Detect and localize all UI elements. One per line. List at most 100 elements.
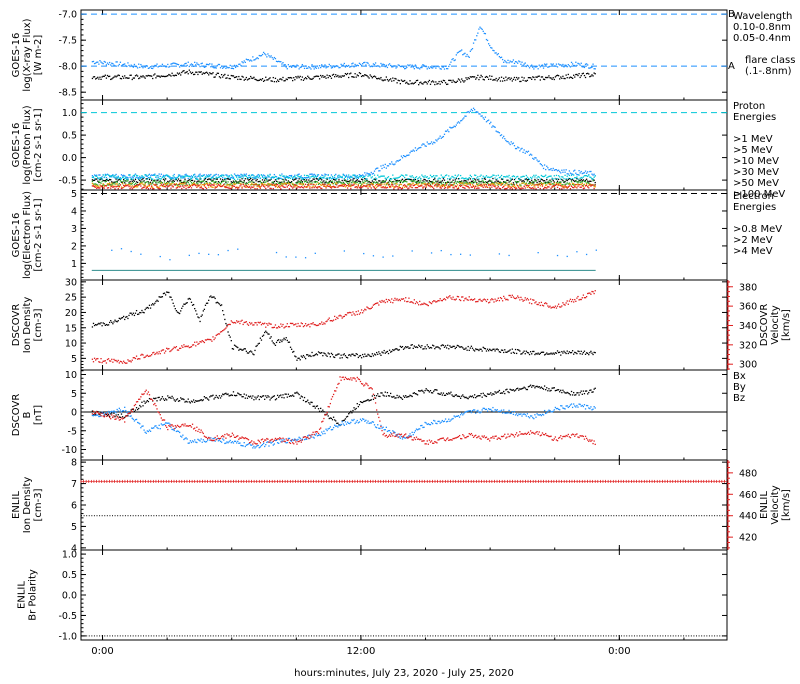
- data-point: [468, 346, 469, 347]
- data-point: [316, 68, 317, 69]
- data-point: [259, 175, 260, 176]
- data-point: [238, 76, 239, 77]
- data-point: [469, 78, 470, 79]
- data-point: [190, 71, 191, 72]
- data-point: [215, 298, 216, 299]
- data-point: [183, 344, 184, 345]
- data-point: [592, 75, 593, 76]
- panel-frame: [81, 10, 727, 100]
- data-point: [155, 301, 156, 302]
- data-point: [510, 295, 511, 296]
- data-point: [295, 76, 296, 77]
- data-point: [372, 307, 373, 308]
- data-point: [577, 75, 578, 76]
- data-point: [412, 344, 413, 345]
- data-point: [156, 179, 157, 180]
- data-point: [591, 353, 592, 354]
- data-point: [147, 187, 148, 188]
- data-point: [454, 346, 455, 347]
- data-point: [479, 181, 480, 182]
- data-point: [518, 181, 519, 182]
- data-point: [141, 76, 142, 77]
- data-point: [202, 314, 203, 315]
- data-point: [461, 78, 462, 79]
- data-point: [141, 175, 142, 176]
- data-point: [270, 55, 271, 56]
- data-point: [361, 309, 362, 310]
- data-point: [154, 303, 155, 304]
- data-point: [215, 337, 216, 338]
- data-point: [404, 300, 405, 301]
- data-point: [168, 348, 169, 349]
- data-point: [266, 178, 267, 179]
- data-point: [434, 84, 435, 85]
- data-point: [506, 188, 507, 189]
- data-point: [184, 180, 185, 181]
- data-point: [323, 66, 324, 67]
- data-point: [396, 186, 397, 187]
- data-point: [503, 62, 504, 63]
- data-point: [414, 345, 415, 346]
- data-point: [179, 73, 180, 74]
- data-point: [152, 179, 153, 180]
- data-point: [484, 119, 485, 120]
- data-point: [216, 74, 217, 75]
- data-point: [160, 256, 161, 257]
- data-point: [98, 64, 99, 65]
- data-point: [460, 254, 461, 255]
- data-point: [290, 65, 291, 66]
- data-point: [201, 178, 202, 179]
- data-point: [514, 145, 515, 146]
- data-point: [471, 109, 472, 110]
- data-point: [351, 314, 352, 315]
- data-point: [245, 348, 246, 349]
- data-point: [588, 187, 589, 188]
- y-tick-label: -0.5: [58, 176, 77, 187]
- data-point: [354, 73, 355, 74]
- data-point: [566, 186, 567, 187]
- data-point: [119, 183, 120, 184]
- data-point: [199, 321, 200, 322]
- data-point: [249, 322, 250, 323]
- data-point: [388, 353, 389, 354]
- data-point: [506, 183, 507, 184]
- data-point: [345, 177, 346, 178]
- data-point: [489, 187, 490, 188]
- data-point: [482, 185, 483, 186]
- data-point: [396, 183, 397, 184]
- data-point: [438, 300, 439, 301]
- data-point: [291, 349, 292, 350]
- data-point: [390, 65, 391, 66]
- data-point: [293, 77, 294, 78]
- data-point: [478, 79, 479, 80]
- data-point: [543, 183, 544, 184]
- data-point: [450, 297, 451, 298]
- data-point: [438, 184, 439, 185]
- data-point: [312, 322, 313, 323]
- data-point: [482, 178, 483, 179]
- data-point: [457, 122, 458, 123]
- data-point: [461, 120, 462, 121]
- data-point: [554, 182, 555, 183]
- data-point: [421, 345, 422, 346]
- data-point: [154, 173, 155, 174]
- data-point: [274, 327, 275, 328]
- data-point: [525, 187, 526, 188]
- data-point: [281, 182, 282, 183]
- data-point: [498, 349, 499, 350]
- data-point: [164, 293, 165, 294]
- data-point: [550, 77, 551, 78]
- data-point: [524, 186, 525, 187]
- data-point: [118, 320, 119, 321]
- data-point: [169, 259, 170, 260]
- data-point: [560, 306, 561, 307]
- data-point: [410, 176, 411, 177]
- data-point: [513, 296, 514, 297]
- data-point: [465, 116, 466, 117]
- data-point: [122, 362, 123, 363]
- data-point: [381, 181, 382, 182]
- data-point: [513, 142, 514, 143]
- data-point: [128, 186, 129, 187]
- data-point: [185, 63, 186, 64]
